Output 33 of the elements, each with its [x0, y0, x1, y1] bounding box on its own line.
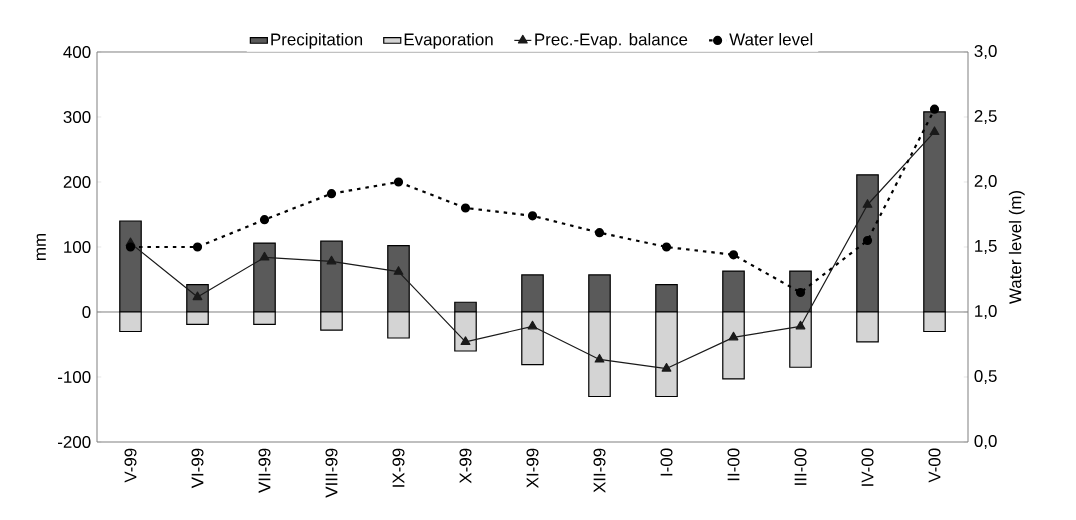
- x-tick-label: XI-99: [526, 448, 539, 488]
- y-tick-label: 200: [63, 176, 91, 188]
- y2-tick-label: 2,5: [974, 110, 997, 124]
- x-tick-label: X-99: [459, 448, 472, 484]
- y-tick-label: -200: [58, 436, 91, 448]
- y-tick-label: 100: [64, 241, 91, 253]
- y2-tick-label: 1,0: [975, 305, 997, 319]
- x-tick-label: VIII-99: [325, 448, 338, 498]
- x-tick-label: VII-99: [258, 448, 271, 493]
- y2-tick-label: 0,5: [974, 370, 997, 384]
- x-tick-label: I-00: [660, 448, 673, 476]
- x-tick-label: V-99: [124, 448, 137, 483]
- legend-label: Water level: [729, 33, 813, 46]
- x-tick-label: IV-00: [861, 448, 874, 486]
- y2-tick-label: 1,5: [975, 240, 997, 254]
- y2-tick-label: 3,0: [974, 45, 997, 59]
- legend-label: Precipitation: [271, 33, 363, 49]
- y-tick-label: 300: [63, 111, 91, 123]
- y2-tick-label: 0,0: [974, 435, 997, 449]
- y-tick-label: -100: [58, 371, 91, 383]
- x-tick-label: XII-99: [593, 448, 606, 493]
- x-tick-label: III-00: [794, 448, 807, 485]
- legend-label: Evaporation: [404, 33, 493, 49]
- legend-label: Prec.-Evap. balance: [535, 33, 688, 49]
- y-tick-label: 0: [82, 306, 91, 318]
- y2-axis-title: Water level (m): [1008, 190, 1025, 305]
- x-tick-label: II-00: [727, 448, 740, 481]
- y-axis-title: mm: [36, 234, 46, 260]
- x-tick-label: IX-99: [392, 448, 405, 487]
- x-tick-label: V-00: [928, 448, 941, 483]
- y-tick-label: 400: [63, 46, 91, 58]
- x-tick-label: VI-99: [191, 448, 204, 489]
- y2-tick-label: 2,0: [974, 175, 997, 189]
